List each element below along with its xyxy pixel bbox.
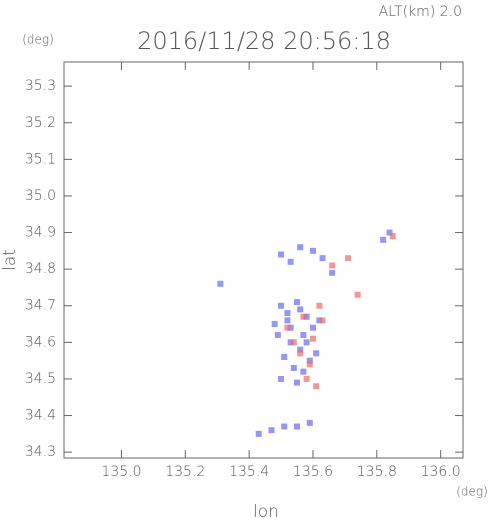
data-cell — [294, 379, 301, 386]
y-tick-label: 34.9 — [25, 225, 56, 241]
data-cell — [313, 350, 320, 357]
data-cell — [309, 247, 316, 254]
x-tick-label: 135.2 — [165, 464, 205, 480]
chart-title: 2016/11/28 20:56:18 — [137, 27, 391, 55]
data-cell — [297, 306, 304, 313]
data-cell — [300, 332, 307, 339]
data-cell — [306, 357, 313, 364]
data-cell — [380, 236, 387, 243]
data-cell — [303, 339, 310, 346]
data-cell — [300, 313, 307, 320]
plot-frame — [63, 61, 464, 459]
data-cell — [271, 321, 278, 328]
data-cell — [306, 419, 313, 426]
data-cell — [281, 353, 288, 360]
data-cell — [294, 423, 301, 430]
data-cell — [354, 291, 361, 298]
altitude-label: ALT(km) 2.0 — [379, 4, 462, 20]
data-cell — [319, 255, 326, 262]
data-cell — [313, 383, 320, 390]
data-cell — [306, 361, 313, 368]
y-tick-label: 34.7 — [25, 298, 56, 314]
x-unit: (deg) — [456, 485, 488, 499]
data-cell — [294, 299, 301, 306]
data-cell — [278, 251, 285, 258]
data-cell — [316, 317, 323, 324]
x-tick-label: 135.8 — [357, 464, 397, 480]
data-cell — [287, 258, 294, 265]
data-cell — [255, 430, 262, 437]
data-cell — [386, 229, 393, 236]
data-cell — [297, 244, 304, 251]
y-tick-label: 35.1 — [25, 151, 56, 167]
data-cell — [303, 313, 310, 320]
data-cell — [281, 423, 288, 430]
data-cell — [287, 324, 294, 331]
x-tick-label: 135.0 — [101, 464, 141, 480]
data-cell — [316, 302, 323, 309]
data-cell — [278, 302, 285, 309]
data-cell — [303, 375, 310, 382]
y-tick-label: 35.0 — [25, 188, 56, 204]
data-cell — [290, 364, 297, 371]
y-axis-label: lat — [0, 249, 20, 271]
data-cell — [329, 262, 336, 269]
data-cell — [287, 339, 294, 346]
data-cell — [309, 335, 316, 342]
y-tick-label: 34.3 — [25, 444, 56, 460]
data-cell — [345, 255, 352, 262]
data-cell — [278, 375, 285, 382]
y-tick-label: 35.2 — [25, 115, 56, 131]
data-cell — [297, 350, 304, 357]
data-cell — [319, 317, 326, 324]
data-cell — [274, 332, 281, 339]
data-cell — [284, 310, 291, 317]
x-axis-label: lon — [253, 502, 279, 521]
y-tick-label: 34.4 — [25, 408, 56, 424]
data-cell — [284, 324, 291, 331]
x-tick-label: 136.0 — [421, 464, 461, 480]
data-cell — [284, 317, 291, 324]
data-cell — [309, 324, 316, 331]
data-cell — [329, 269, 336, 276]
data-cell — [268, 427, 275, 434]
y-tick-label: 34.6 — [25, 334, 56, 350]
y-tick-label: 34.5 — [25, 371, 56, 387]
y-tick-label: 34.8 — [25, 261, 56, 277]
data-cell — [300, 368, 307, 375]
y-tick-label: 35.3 — [25, 78, 56, 94]
y-unit: (deg) — [22, 33, 54, 47]
data-cell — [389, 233, 396, 240]
data-cell — [290, 339, 297, 346]
x-tick-label: 135.4 — [229, 464, 269, 480]
data-cell — [217, 280, 224, 287]
x-tick-label: 135.6 — [293, 464, 333, 480]
data-cell — [297, 346, 304, 353]
